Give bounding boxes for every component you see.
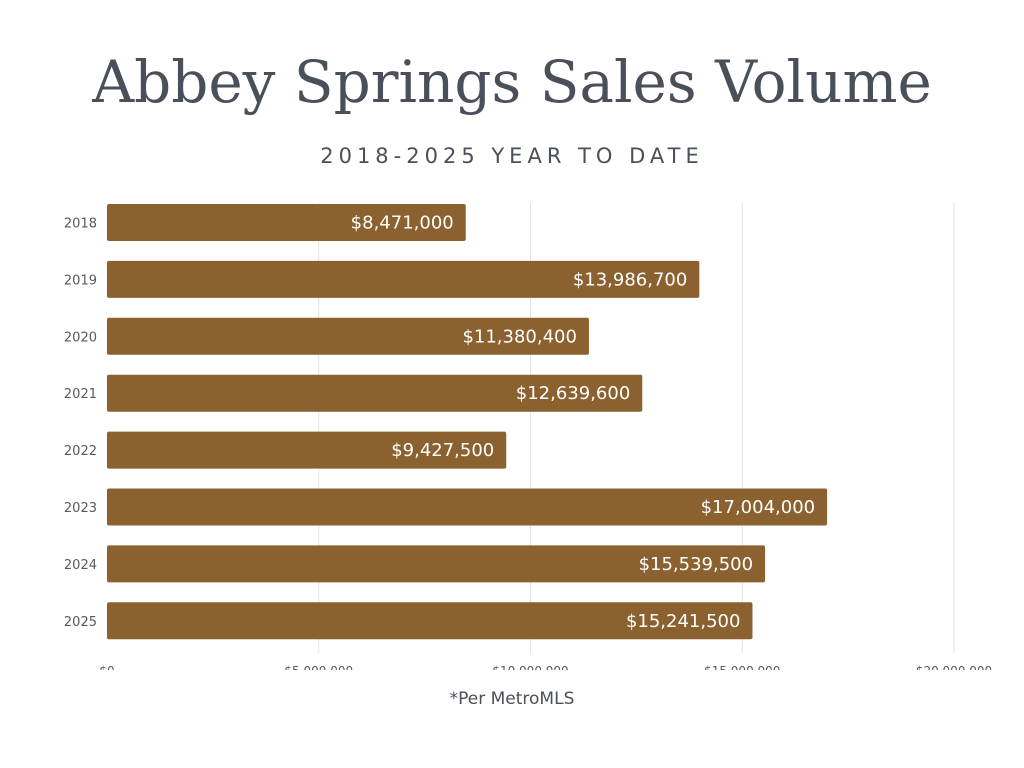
bar-2019 — [107, 260, 700, 298]
category-label: 2022 — [64, 444, 97, 459]
chart-title: Abbey Springs Sales Volume — [92, 48, 932, 116]
bar-2018 — [107, 204, 466, 241]
category-label: 2025 — [64, 615, 97, 630]
category-label: 2021 — [64, 387, 97, 402]
bars: $8,471,000 $13,986,700 $11,380,400 $12,639,… — [107, 204, 828, 640]
category-label: 2018 — [64, 217, 97, 232]
category-label: 2019 — [64, 273, 97, 288]
bar-value-label: $11,380,400 — [462, 326, 577, 347]
bar-value-label: $15,241,500 — [626, 611, 741, 632]
bar-value-label: $9,427,500 — [391, 440, 494, 461]
bar-value-label: $13,986,700 — [573, 269, 688, 290]
category-label: 2024 — [64, 558, 97, 573]
x-tick-label: $15,000,000 — [704, 664, 780, 670]
x-axis-tick-labels: $0 $5,000,000 $10,000,000 $15,000,000 $20,00… — [99, 664, 992, 670]
bar-chart: $8,471,000 $13,986,700 $11,380,400 $12,639,… — [64, 202, 992, 670]
x-tick-label: $5,000,000 — [284, 664, 353, 670]
bar-value-label: $17,004,000 — [701, 497, 816, 518]
x-tick-label: $10,000,000 — [492, 664, 568, 670]
bar-2021 — [107, 374, 643, 412]
category-labels: 2018 2019 2020 2021 2022 2023 2024 2025 — [64, 217, 97, 630]
chart-subtitle: 2018-2025 YEAR TO DATE — [320, 144, 704, 168]
bar-value-label: $12,639,600 — [516, 383, 631, 404]
category-label: 2023 — [64, 501, 97, 516]
bar-2023 — [107, 488, 828, 526]
x-tick-label: $0 — [99, 664, 114, 670]
bar-value-label: $15,539,500 — [639, 554, 754, 575]
x-tick-label: $20,000,000 — [916, 664, 992, 670]
bar-2022 — [107, 431, 507, 469]
category-label: 2020 — [64, 330, 97, 345]
footnote: *Per MetroMLS — [449, 689, 575, 709]
bar-2024 — [107, 545, 766, 583]
bar-2025 — [107, 602, 753, 640]
bar-2020 — [107, 317, 589, 355]
bar-value-label: $8,471,000 — [351, 213, 454, 234]
